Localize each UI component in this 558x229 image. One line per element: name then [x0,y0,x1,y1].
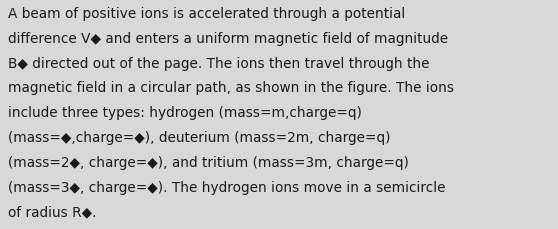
Text: of radius R◆.: of radius R◆. [8,205,97,219]
Text: A beam of positive ions is accelerated through a potential: A beam of positive ions is accelerated t… [8,7,406,21]
Text: difference V◆ and enters a uniform magnetic field of magnitude: difference V◆ and enters a uniform magne… [8,32,449,46]
Text: include three types: hydrogen (mass=m,charge=q): include three types: hydrogen (mass=m,ch… [8,106,362,120]
Text: (mass=2◆, charge=◆), and tritium (mass=3m, charge=q): (mass=2◆, charge=◆), and tritium (mass=3… [8,155,409,169]
Text: (mass=3◆, charge=◆). The hydrogen ions move in a semicircle: (mass=3◆, charge=◆). The hydrogen ions m… [8,180,446,194]
Text: magnetic field in a circular path, as shown in the figure. The ions: magnetic field in a circular path, as sh… [8,81,454,95]
Text: B◆ directed out of the page. The ions then travel through the: B◆ directed out of the page. The ions th… [8,56,430,70]
Text: (mass=◆,charge=◆), deuterium (mass=2m, charge=q): (mass=◆,charge=◆), deuterium (mass=2m, c… [8,131,391,144]
